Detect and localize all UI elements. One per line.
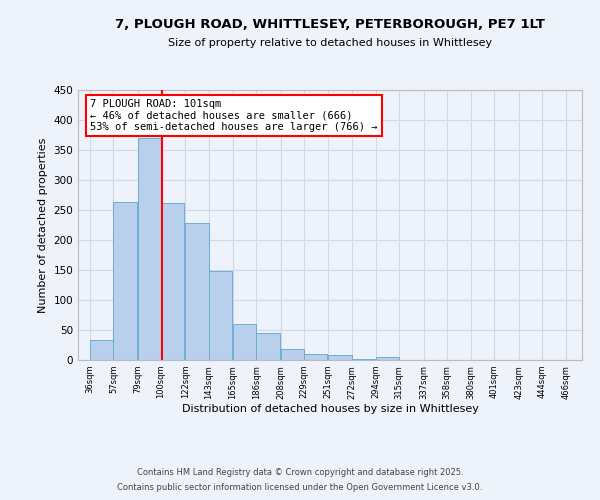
- Text: Contains HM Land Registry data © Crown copyright and database right 2025.: Contains HM Land Registry data © Crown c…: [137, 468, 463, 477]
- Bar: [185, 222, 209, 360]
- Y-axis label: Number of detached properties: Number of detached properties: [38, 138, 48, 312]
- Bar: [352, 359, 375, 360]
- Bar: [256, 333, 280, 360]
- Text: Size of property relative to detached houses in Whittlesey: Size of property relative to detached ho…: [168, 38, 492, 48]
- Bar: [376, 357, 399, 360]
- Bar: [138, 138, 161, 360]
- Bar: [281, 348, 304, 360]
- Bar: [161, 203, 184, 360]
- X-axis label: Distribution of detached houses by size in Whittlesey: Distribution of detached houses by size …: [182, 404, 478, 414]
- Bar: [113, 202, 137, 360]
- Bar: [209, 270, 232, 360]
- Bar: [233, 324, 256, 360]
- Bar: [328, 354, 352, 360]
- Text: 7, PLOUGH ROAD, WHITTLESEY, PETERBOROUGH, PE7 1LT: 7, PLOUGH ROAD, WHITTLESEY, PETERBOROUGH…: [115, 18, 545, 30]
- Bar: [304, 354, 327, 360]
- Text: 7 PLOUGH ROAD: 101sqm
← 46% of detached houses are smaller (666)
53% of semi-det: 7 PLOUGH ROAD: 101sqm ← 46% of detached …: [90, 99, 377, 132]
- Text: Contains public sector information licensed under the Open Government Licence v3: Contains public sector information licen…: [118, 483, 482, 492]
- Bar: [90, 340, 113, 360]
